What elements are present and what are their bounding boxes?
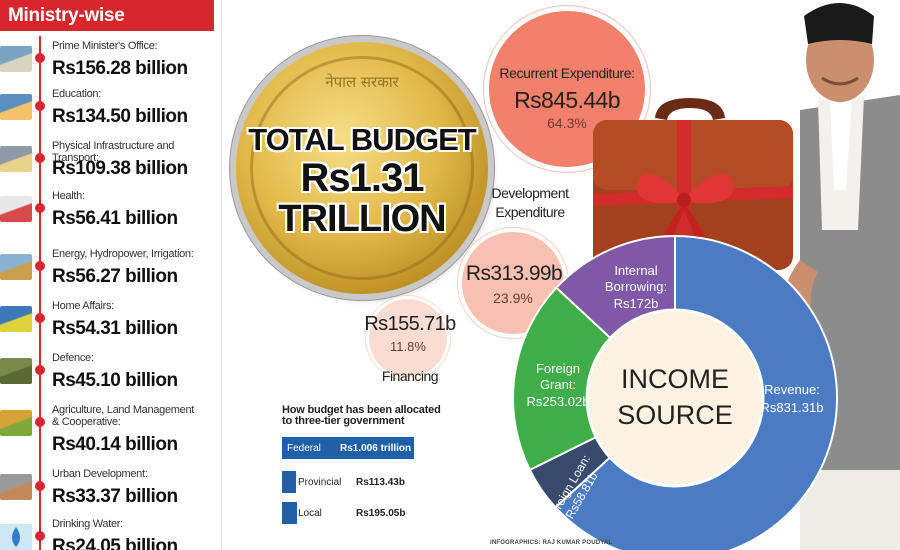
dam-photo-icon: [0, 254, 32, 280]
timeline-dot: [35, 53, 45, 63]
revenue-label: Revenue:: [764, 382, 820, 397]
timeline-dot: [35, 101, 45, 111]
internal-borrowing-label-2: Borrowing:: [605, 279, 667, 294]
timeline-dot: [35, 417, 45, 427]
foreign-grant-label-1: Foreign: [536, 361, 580, 376]
coin-inscription: नेपाल सरकार: [325, 73, 399, 91]
timeline-dot: [35, 203, 45, 213]
ministry-name: Physical Infrastructure and Transport:: [52, 140, 175, 164]
ministry-row: Health: Rs56.41 billion: [0, 186, 222, 236]
ministry-allocation-panel: Ministry-wise allocation Prime Minister'…: [0, 0, 222, 550]
ministry-value: Rs40.14 billion: [52, 434, 178, 455]
ministry-row: Energy, Hydropower, Irrigation: Rs56.27 b…: [0, 244, 222, 294]
ministry-value: Rs24.05 billion: [52, 536, 178, 550]
city-photo-icon: [0, 474, 32, 500]
recurrent-label: Recurrent Expenditure:: [499, 65, 635, 81]
ministry-name: Energy, Hydropower, Irrigation:: [52, 248, 194, 260]
total-budget-amount: Rs1.31: [300, 156, 425, 200]
tier-value: Rs195.05b: [356, 508, 406, 519]
pills-photo-icon: [0, 196, 32, 222]
ministry-row: Agriculture, Land Management & Cooperati…: [0, 400, 222, 455]
ministry-name: Health:: [52, 190, 85, 202]
local-bar: [282, 502, 297, 524]
development-value: Rs313.99b: [465, 262, 563, 285]
ministry-name: Education:: [52, 88, 101, 100]
ministry-row: Drinking Water: Rs24.05 billion: [0, 514, 222, 550]
ministry-value: Rs56.27 billion: [52, 266, 178, 287]
foreign-grant-value: Rs253.02b: [527, 394, 590, 409]
financing-label: Financing: [381, 368, 439, 384]
total-budget-label: TOTAL BUDGET: [248, 122, 476, 157]
donut-center: [585, 308, 765, 488]
ministry-value: Rs156.28 billion: [52, 58, 188, 79]
internal-borrowing-label-1: Internal: [614, 263, 657, 278]
dhaka-topi-hat: [804, 3, 874, 44]
development-label-line1: Development: [491, 185, 570, 201]
ministry-value: Rs56.41 billion: [52, 208, 178, 229]
development-label: Development Expenditure: [480, 184, 580, 222]
timeline-dot: [35, 313, 45, 323]
development-label-line2: Expenditure: [495, 204, 565, 220]
ministry-row: Home Affairs: Rs54.31 billion: [0, 296, 222, 346]
ministry-value: Rs45.10 billion: [52, 370, 178, 391]
total-budget-coin: नेपाल सरकार TOTAL BUDGET Rs1.31 TRILLION: [236, 42, 488, 294]
ministry-row: Physical Infrastructure and Transport: Rs…: [0, 136, 222, 186]
ministry-value: Rs33.37 billion: [52, 486, 178, 507]
federal-bar: [282, 437, 414, 459]
ministry-row: Urban Development: Rs33.37 billion: [0, 464, 222, 514]
ministry-row: Education: Rs134.50 billion: [0, 84, 222, 134]
tier-name: Local: [298, 508, 322, 519]
internal-borrowing-value: Rs172b: [614, 296, 659, 311]
three-tier-allocation-chart: How budget has been allocated to three-t…: [282, 405, 462, 535]
infographic-credit: INFOGRAPHICS: RAJ KUMAR POUDYAL: [490, 540, 613, 546]
tier-name: Provincial: [298, 477, 342, 488]
timeline-dot: [35, 153, 45, 163]
coin-rim: [250, 56, 474, 280]
ministry-name: Home Affairs:: [52, 300, 114, 312]
timeline-dot: [35, 365, 45, 375]
water-drop-icon: [0, 524, 32, 550]
ministry-list: Prime Minister's Office: Rs156.28 billion…: [0, 36, 222, 550]
timeline-dot: [35, 481, 45, 491]
farm-photo-icon: [0, 410, 32, 436]
income-center-line1: INCOME: [621, 364, 729, 394]
road-photo-icon: [0, 146, 32, 172]
timeline-dot: [35, 531, 45, 541]
ministry-value: Rs109.38 billion: [52, 158, 188, 179]
tier-value: Rs113.43b: [356, 477, 405, 488]
students-photo-icon: [0, 94, 32, 120]
ministry-name: Drinking Water:: [52, 518, 123, 530]
timeline-line: [39, 36, 41, 550]
ministry-name: Prime Minister's Office:: [52, 40, 158, 52]
recurrent-pct: 64.3%: [547, 115, 587, 131]
financing-bubble: 11.8%: [366, 296, 450, 380]
revenue-value: Rs831.31b: [761, 400, 824, 415]
three-tier-title: How budget has been allocated to three-t…: [282, 404, 441, 427]
total-budget-unit: TRILLION: [278, 198, 446, 240]
ministry-row: Prime Minister's Office: Rs156.28 billion: [0, 36, 222, 86]
ministry-name: Defence:: [52, 352, 94, 364]
income-source-donut-chart: INCOME SOURCE Revenue: Rs831.31b Foreign…: [512, 234, 838, 550]
ministry-name: Urban Development:: [52, 468, 148, 480]
recurrent-value: Rs845.44b: [514, 87, 620, 113]
ministry-allocation-title: Ministry-wise allocation: [0, 0, 214, 57]
foreign-grant-label-2: Grant:: [540, 377, 576, 392]
budget-briefcase-photo: [593, 98, 793, 270]
police-photo-icon: [0, 306, 32, 332]
daura-suruwal: [800, 470, 900, 550]
timeline-dot: [35, 261, 45, 271]
development-pct: 23.9%: [493, 290, 533, 306]
tier-value: Rs1.006 trillion: [340, 443, 412, 454]
ministry-name: Agriculture, Land Management & Cooperati…: [52, 404, 195, 428]
building-photo-icon: [0, 46, 32, 72]
soldier-photo-icon: [0, 358, 32, 384]
provincial-bar: [282, 471, 296, 493]
financing-pct: 11.8%: [390, 339, 426, 354]
ministry-value: Rs54.31 billion: [52, 318, 178, 339]
income-center-line2: SOURCE: [617, 400, 733, 430]
ministry-value: Rs134.50 billion: [52, 106, 188, 127]
tier-name: Federal: [287, 443, 321, 454]
ministry-row: Defence: Rs45.10 billion: [0, 348, 222, 398]
financing-value: Rs155.71b: [364, 313, 456, 335]
